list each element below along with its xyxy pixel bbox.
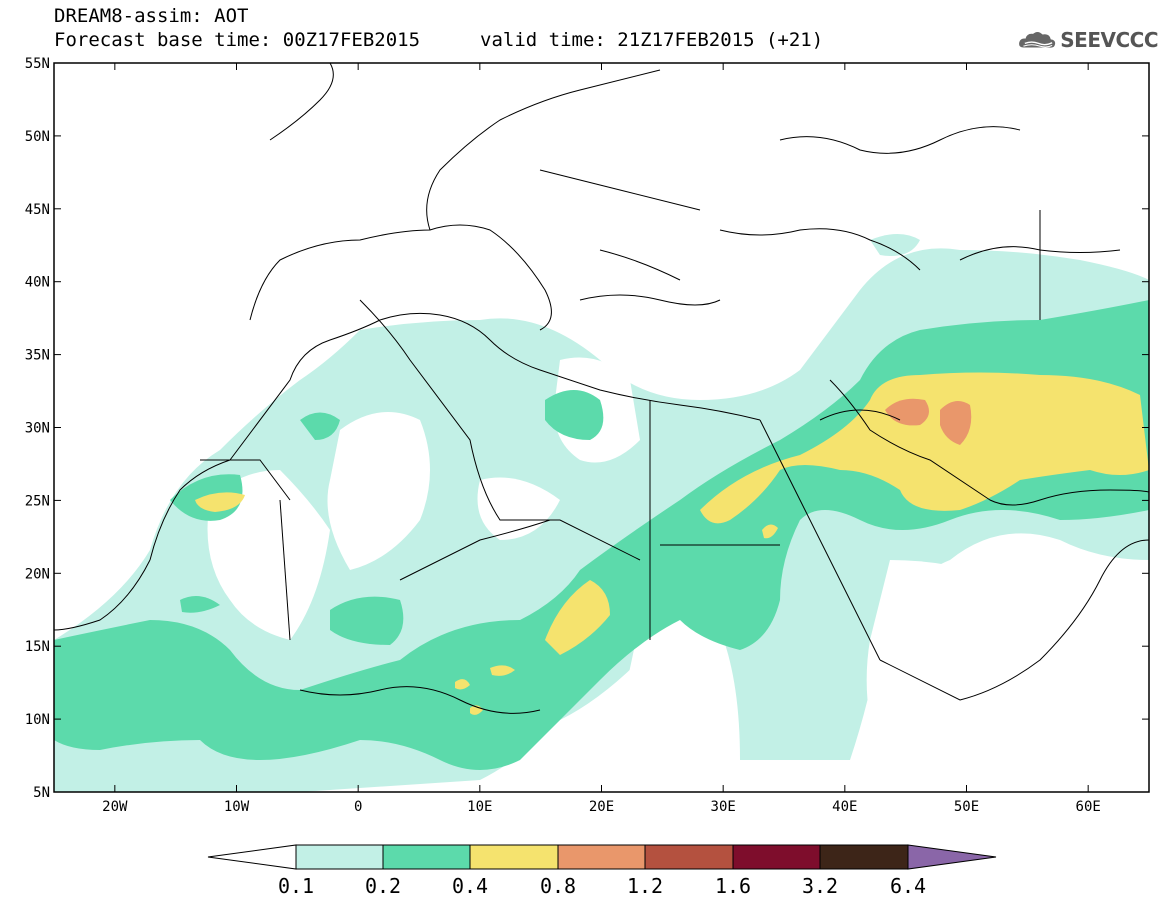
- colorbar-bin-6: [732, 844, 821, 870]
- colorbar-labels: 0.1 0.2 0.4 0.8 1.2 1.6 3.2 6.4: [278, 874, 926, 898]
- colorbar-label: 6.4: [890, 874, 926, 898]
- colorbar-bin-4: [557, 844, 646, 870]
- latitude-ticks: 55N 50N 45N 40N 35N 30N 25N 20N 15N 10N 5N: [25, 56, 1149, 801]
- lat-tick-label: 30N: [25, 421, 50, 437]
- cloud-logo-icon: [1019, 31, 1056, 48]
- lat-tick-label: 35N: [25, 348, 50, 364]
- lon-tick-label: 40E: [832, 799, 857, 815]
- aot-band-low: [207, 357, 1060, 792]
- colorbar-bin-2: [382, 844, 471, 870]
- colorbar-label: 0.4: [452, 874, 488, 898]
- lat-tick-label: 10N: [25, 712, 50, 728]
- colorbar-bin-3: [469, 844, 559, 870]
- colorbar-label: 1.2: [627, 874, 663, 898]
- lon-tick-label: 10W: [224, 799, 250, 815]
- longitude-ticks: 20W 10W 0 10E 20E 30E 40E 50E 60E: [102, 63, 1101, 815]
- colorbar-below-arrow: [207, 844, 297, 870]
- colorbar-bin-7: [819, 844, 909, 870]
- lon-tick-label: 0: [354, 799, 362, 815]
- valid-time: valid time: 21Z17FEB2015 (+21): [480, 29, 824, 51]
- lon-tick-label: 30E: [711, 799, 736, 815]
- aot-band-0.8: [885, 398, 972, 445]
- colorbar-label: 0.1: [278, 874, 314, 898]
- colorbar-bin-5: [644, 844, 734, 870]
- lat-tick-label: 50N: [25, 129, 50, 145]
- forecast-base-time: Forecast base time: 00Z17FEB2015: [54, 29, 421, 51]
- lat-tick-label: 45N: [25, 202, 50, 218]
- map-title: DREAM8-assim: AOT: [54, 5, 249, 27]
- lat-tick-label: 55N: [25, 56, 50, 72]
- lon-tick-label: 50E: [954, 799, 979, 815]
- lat-tick-label: 5N: [33, 785, 50, 801]
- colorbar-label: 3.2: [802, 874, 838, 898]
- lat-tick-label: 20N: [25, 566, 50, 582]
- lat-tick-label: 40N: [25, 275, 50, 291]
- colorbar-bin-1: [295, 844, 384, 870]
- colorbar-label: 0.8: [540, 874, 576, 898]
- lon-tick-label: 20W: [102, 799, 128, 815]
- lon-tick-label: 10E: [467, 799, 492, 815]
- colorbar-label: 0.2: [365, 874, 401, 898]
- lon-tick-label: 60E: [1076, 799, 1101, 815]
- lat-tick-label: 25N: [25, 493, 50, 509]
- coastlines: [54, 63, 1149, 714]
- colorbar-label: 1.6: [715, 874, 751, 898]
- aot-band-0.4: [195, 372, 1149, 715]
- seevccc-logo: SEEVCCC: [1018, 24, 1158, 56]
- colorbar-above-arrow: [907, 844, 997, 870]
- lat-tick-label: 15N: [25, 639, 50, 655]
- colorbar: [207, 844, 997, 870]
- logo-text: SEEVCCC: [1060, 28, 1158, 52]
- aot-field: [54, 234, 1149, 792]
- lon-tick-label: 20E: [589, 799, 614, 815]
